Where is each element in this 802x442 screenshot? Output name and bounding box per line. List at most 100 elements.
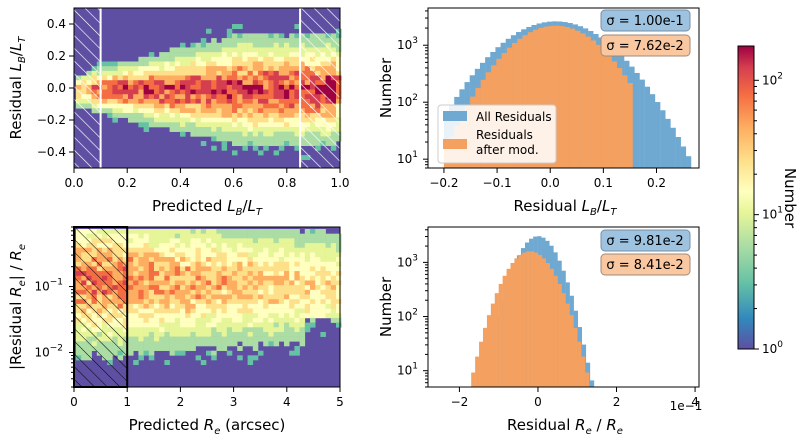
density-cell: [232, 131, 238, 137]
density-cell: [252, 336, 259, 342]
density-cell: [289, 275, 295, 281]
density-cell: [216, 112, 222, 118]
density-cell: [159, 299, 165, 305]
density-cell: [128, 70, 134, 76]
density-cell: [174, 317, 181, 323]
density-cell: [221, 261, 228, 267]
density-cell: [284, 317, 290, 323]
density-cell: [190, 271, 196, 277]
density-cell: [278, 122, 285, 128]
density-cell: [180, 61, 186, 67]
panel-tl-xtick-label: 0.8: [277, 176, 296, 190]
density-cell: [174, 294, 181, 300]
density-cell: [263, 84, 269, 90]
density-cell: [195, 275, 202, 281]
density-cell: [325, 271, 332, 277]
density-cell: [294, 75, 300, 81]
density-cell: [143, 350, 150, 356]
density-cell: [211, 341, 217, 347]
density-cell: [174, 275, 181, 281]
density-cell: [284, 141, 290, 147]
density-cell: [206, 266, 212, 272]
density-cell: [268, 271, 274, 277]
density-cell: [273, 322, 280, 328]
legend-swatch-all: [443, 111, 467, 121]
density-cell: [242, 247, 248, 253]
density-cell: [169, 257, 176, 263]
density-cell: [117, 103, 124, 109]
density-cell: [242, 66, 248, 72]
density-cell: [206, 56, 212, 62]
density-cell: [164, 89, 170, 95]
density-cell: [174, 327, 181, 333]
density-cell: [195, 285, 202, 291]
density-cell: [221, 61, 228, 67]
density-cell: [164, 94, 170, 100]
density-cell: [122, 75, 129, 81]
density-cell: [320, 280, 326, 286]
density-cell: [185, 261, 191, 267]
panel-tl-ylabel: Residual LB/LT: [7, 36, 28, 140]
panel-bl-ylabel: |Residual Re| / Re: [7, 244, 28, 370]
density-cell: [195, 103, 202, 109]
density-cell: [252, 103, 259, 109]
density-cell: [252, 94, 259, 100]
density-cell: [138, 108, 144, 114]
density-cell: [221, 280, 228, 286]
density-cell: [216, 61, 222, 67]
density-cell: [138, 308, 144, 314]
density-cell: [200, 108, 207, 114]
density-cell: [211, 322, 217, 328]
density-cell: [107, 89, 113, 95]
density-cell: [221, 331, 228, 337]
density-cell: [237, 61, 243, 67]
density-cell: [325, 294, 332, 300]
density-cell: [143, 75, 150, 81]
panel-tr-bar: [564, 27, 570, 168]
density-cell: [221, 327, 228, 333]
density-cell: [102, 103, 108, 109]
density-cell: [237, 317, 243, 323]
density-cell: [216, 42, 222, 48]
panel-br-sigma-all: σ = 9.81e-2: [600, 229, 691, 252]
density-cell: [242, 98, 248, 104]
density-cell: [221, 80, 228, 86]
density-cell: [169, 122, 176, 128]
density-cell: [232, 289, 238, 295]
density-cell: [232, 266, 238, 272]
density-cell: [252, 52, 259, 58]
panel-tr-bar: [680, 146, 687, 168]
density-cell: [258, 56, 264, 62]
density-cell: [284, 280, 290, 286]
density-cell: [268, 243, 274, 249]
density-cell: [174, 303, 181, 309]
density-cell: [278, 331, 285, 337]
density-cell: [278, 42, 285, 48]
density-cell: [143, 61, 150, 67]
density-cell: [310, 252, 316, 258]
density-cell: [154, 75, 160, 81]
density-cell: [154, 84, 160, 90]
density-cell: [206, 238, 212, 244]
density-cell: [159, 331, 165, 337]
density-cell: [185, 341, 191, 347]
density-cell: [169, 75, 176, 81]
density-cell: [273, 47, 280, 53]
density-cell: [263, 136, 269, 142]
density-cell: [289, 56, 295, 62]
density-cell: [128, 84, 134, 90]
density-cell: [169, 70, 176, 76]
density-cell: [133, 243, 139, 249]
panel-bl-frame: [73, 226, 341, 388]
density-cell: [195, 66, 202, 72]
density-cell: [128, 313, 134, 319]
density-cell: [200, 261, 207, 267]
density-cell: [278, 52, 285, 58]
density-cell: [154, 238, 160, 244]
density-cell: [320, 261, 326, 267]
density-cell: [304, 289, 311, 295]
density-cell: [289, 313, 295, 319]
panel-br-bars: [471, 236, 595, 387]
density-cell: [289, 317, 295, 323]
